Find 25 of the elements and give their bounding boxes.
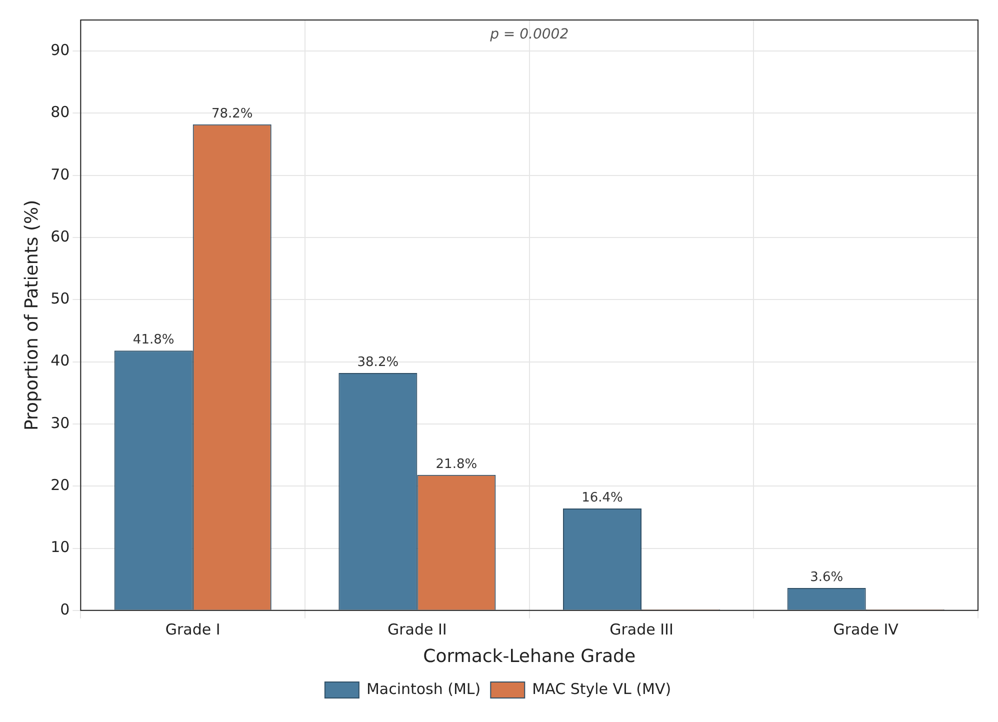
legend-label: Macintosh (ML) [366, 680, 481, 698]
data-label: 38.2% [357, 354, 399, 370]
x-tick-label: Grade III [610, 620, 674, 638]
data-label: 78.2% [211, 106, 253, 122]
y-tick-label: 50 [50, 290, 70, 308]
data-label: 21.8% [436, 456, 478, 472]
y-tick-label: 70 [50, 165, 70, 184]
data-label: 3.6% [810, 570, 844, 585]
x-tick-label: Grade II [388, 620, 447, 638]
y-axis-title: Proportion of Patients (%) [21, 200, 42, 430]
y-tick-label: 60 [50, 227, 70, 246]
y-tick-label: 10 [50, 538, 70, 556]
y-tick-label: 90 [50, 40, 70, 59]
x-tick-label: Grade I [165, 620, 220, 638]
y-tick-label: 0 [60, 600, 70, 618]
y-tick-label: 30 [50, 414, 70, 432]
data-label: 16.4% [582, 490, 623, 506]
y-tick-label: 40 [50, 352, 70, 370]
x-axis-title: Cormack-Lehane Grade [423, 646, 636, 667]
y-tick-label: 20 [50, 476, 70, 494]
data-label: 41.8% [132, 332, 174, 348]
y-tick-label: 80 [50, 103, 70, 122]
x-tick-label: Grade IV [833, 620, 900, 638]
legend-label: MAC Style VL (MV) [532, 680, 672, 698]
annotation: p = 0.0002 [489, 26, 569, 43]
